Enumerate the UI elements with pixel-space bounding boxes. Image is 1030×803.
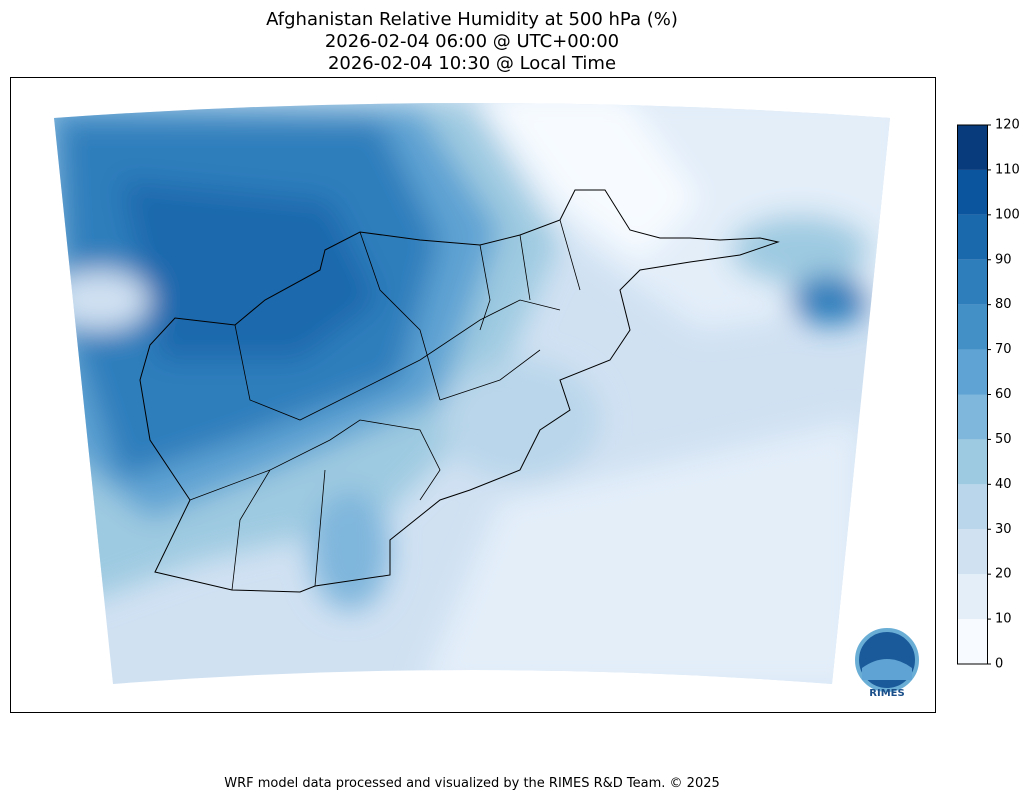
humidity-field (54, 103, 890, 684)
colorbar-band (957, 349, 987, 395)
country-border (139, 189, 780, 593)
colorbar-tick-label: 120 (995, 118, 1020, 133)
colorbar-tick-label: 90 (995, 252, 1012, 267)
colorbar-tick-label: 30 (995, 522, 1012, 537)
colorbar-band (957, 619, 987, 664)
province-borders (189, 219, 581, 591)
colorbar-tick-label: 60 (995, 387, 1012, 402)
logo: RIMES (855, 628, 919, 699)
colorbar-tick-label: 20 (995, 567, 1012, 582)
colorbar-band (957, 574, 987, 620)
logo-text: RIMES (869, 688, 904, 699)
colorbar-band (957, 125, 987, 170)
colorbar-band (957, 259, 987, 305)
title-line: 2026-02-04 06:00 @ UTC+00:00 (325, 31, 619, 52)
title-line: 2026-02-04 10:30 @ Local Time (328, 53, 616, 74)
colorbar-tick-label: 40 (995, 477, 1012, 492)
colorbar-tick-label: 10 (995, 612, 1012, 627)
colorbar-band (957, 529, 987, 575)
colorbar-tick-label: 70 (995, 342, 1012, 357)
colorbar-band (957, 214, 987, 260)
footer: WRF model data processed and visualized … (224, 776, 720, 791)
colorbar-tick-label: 50 (995, 432, 1012, 447)
colorbar-tick-label: 0 (995, 657, 1003, 672)
colorbar-band (957, 484, 987, 530)
colorbar: 0 10 20 30 40 50 60 70 80 90 100 110 120 (957, 118, 1020, 672)
colorbar-tick-label: 80 (995, 297, 1012, 312)
colorbar-band (957, 304, 987, 350)
colorbar-band (957, 439, 987, 485)
colorbar-tick-label: 110 (995, 162, 1020, 177)
colorbar-band (957, 169, 987, 215)
colorbar-band (957, 394, 987, 440)
colorbar-tick-label: 100 (995, 207, 1020, 222)
title-line: Afghanistan Relative Humidity at 500 hPa… (266, 9, 678, 30)
